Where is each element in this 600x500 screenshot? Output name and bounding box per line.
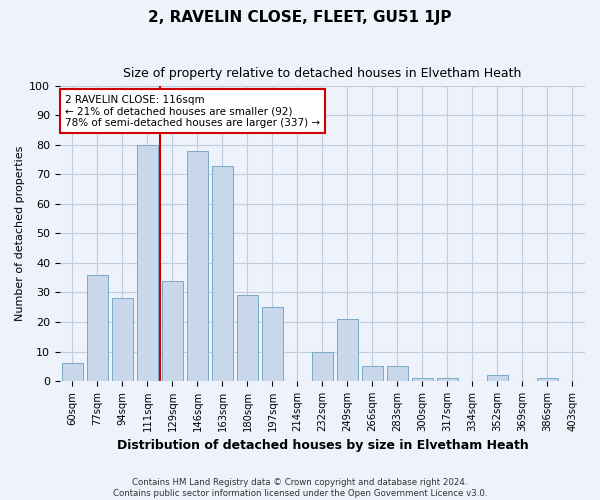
Bar [412, 378, 433, 381]
Bar [212, 166, 233, 381]
Bar [137, 145, 158, 381]
Bar [487, 375, 508, 381]
Bar [387, 366, 408, 381]
Y-axis label: Number of detached properties: Number of detached properties [15, 146, 25, 321]
Bar [437, 378, 458, 381]
Text: 2, RAVELIN CLOSE, FLEET, GU51 1JP: 2, RAVELIN CLOSE, FLEET, GU51 1JP [148, 10, 452, 25]
Bar [112, 298, 133, 381]
Bar [337, 319, 358, 381]
Bar [187, 151, 208, 381]
Text: Contains HM Land Registry data © Crown copyright and database right 2024.
Contai: Contains HM Land Registry data © Crown c… [113, 478, 487, 498]
Bar [537, 378, 558, 381]
Title: Size of property relative to detached houses in Elvetham Heath: Size of property relative to detached ho… [123, 68, 521, 80]
X-axis label: Distribution of detached houses by size in Elvetham Heath: Distribution of detached houses by size … [116, 440, 529, 452]
Bar [312, 352, 333, 381]
Bar [87, 275, 108, 381]
Bar [62, 364, 83, 381]
Bar [162, 280, 183, 381]
Bar [237, 296, 258, 381]
Text: 2 RAVELIN CLOSE: 116sqm
← 21% of detached houses are smaller (92)
78% of semi-de: 2 RAVELIN CLOSE: 116sqm ← 21% of detache… [65, 94, 320, 128]
Bar [262, 308, 283, 381]
Bar [362, 366, 383, 381]
